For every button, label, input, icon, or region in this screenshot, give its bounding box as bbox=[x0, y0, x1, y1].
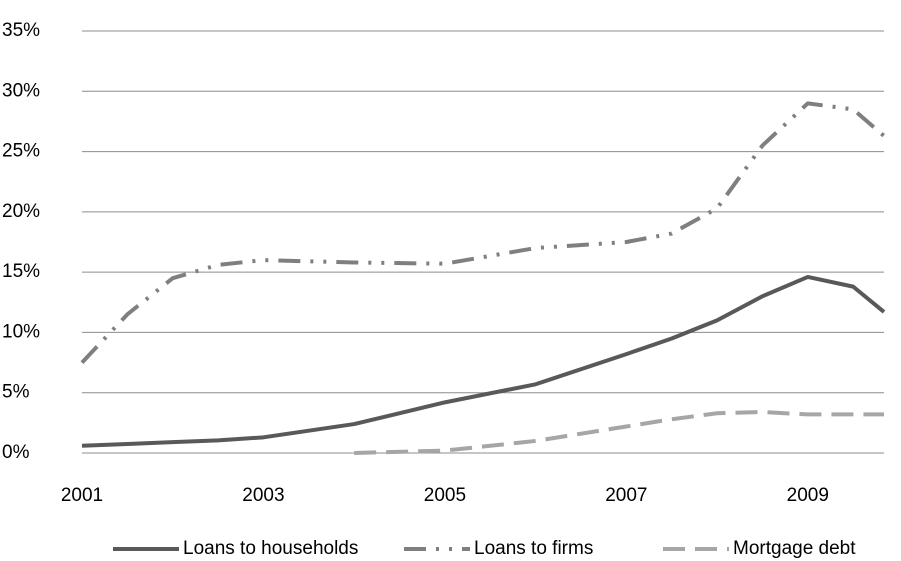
x-tick-label: 2009 bbox=[787, 485, 829, 506]
y-tick-label: 15% bbox=[2, 261, 40, 282]
y-tick-label: 0% bbox=[2, 442, 30, 463]
legend-label: Loans to households bbox=[183, 538, 358, 559]
series-line bbox=[354, 410, 884, 455]
y-tick-label: 20% bbox=[2, 201, 40, 222]
series-line bbox=[80, 101, 886, 364]
x-tick-label: 2003 bbox=[242, 485, 284, 506]
y-tick-label: 30% bbox=[2, 80, 40, 101]
legend-label: Loans to firms bbox=[474, 538, 593, 559]
series-line bbox=[81, 274, 886, 448]
x-tick-label: 2001 bbox=[61, 485, 103, 506]
y-tick-label: 5% bbox=[2, 382, 30, 403]
x-tick-label: 2007 bbox=[605, 485, 647, 506]
y-tick-label: 10% bbox=[2, 321, 40, 342]
x-tick-label: 2005 bbox=[424, 485, 466, 506]
legend-label: Mortgage debt bbox=[733, 538, 856, 559]
y-tick-label: 25% bbox=[2, 141, 40, 162]
y-tick-label: 35% bbox=[2, 20, 40, 41]
